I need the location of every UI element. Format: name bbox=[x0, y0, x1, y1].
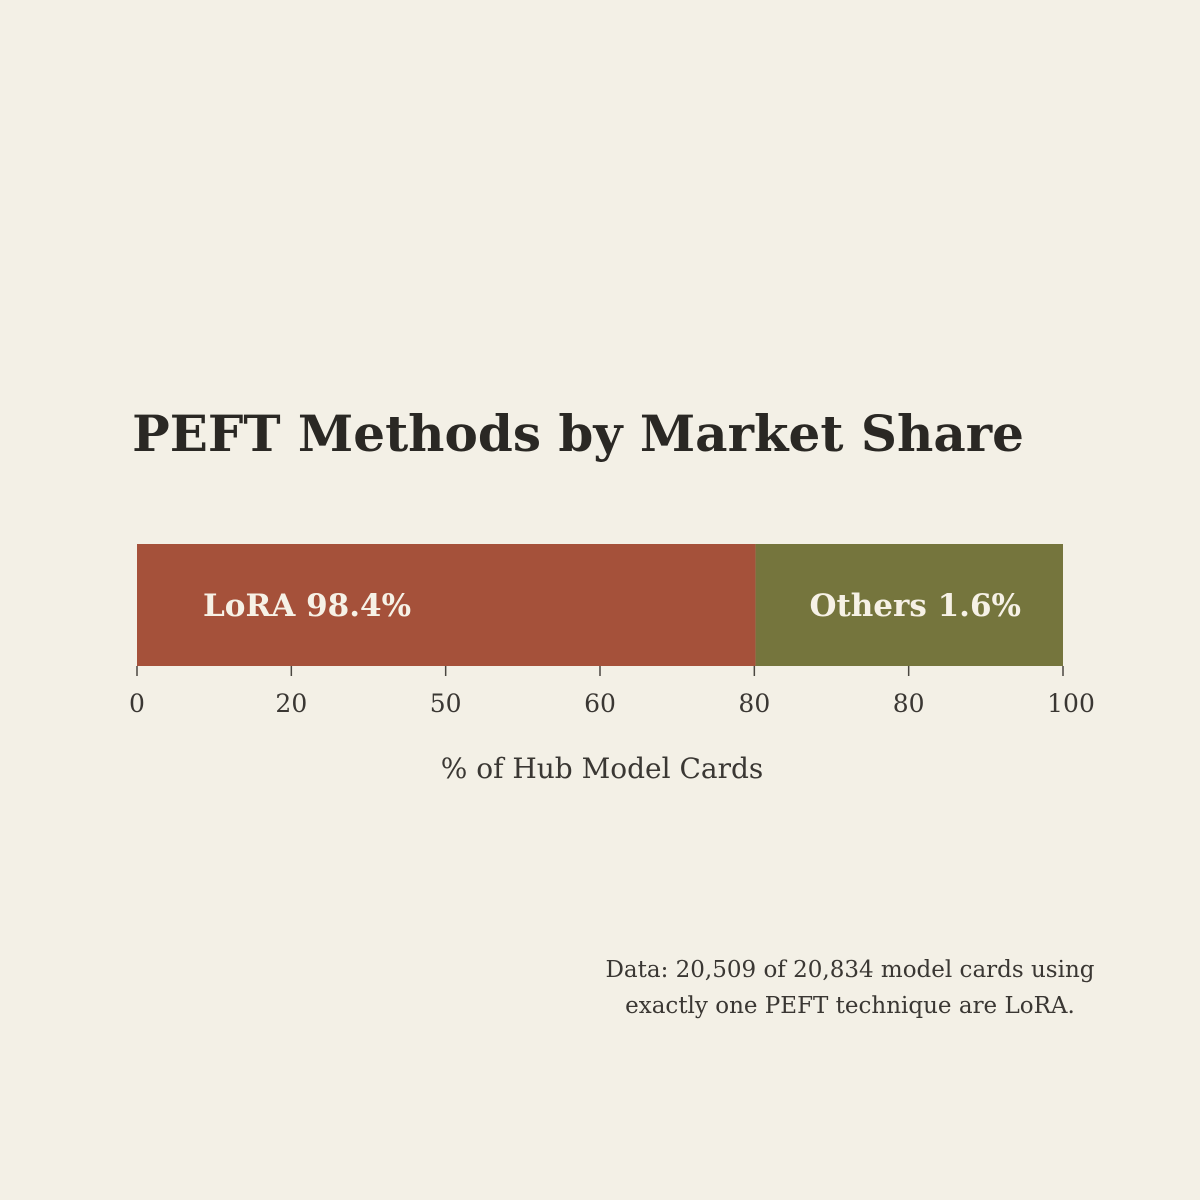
stacked-bar: LoRA 98.4% Others 1.6% bbox=[137, 544, 1063, 666]
x-tick-label: 20 bbox=[275, 689, 307, 718]
x-tick-label: 80 bbox=[893, 689, 925, 718]
bar-label-lora: LoRA 98.4% bbox=[203, 588, 411, 624]
x-tick-label: 80 bbox=[738, 689, 770, 718]
note-line-1: Data: 20,509 of 20,834 model cards using bbox=[605, 957, 1095, 983]
x-tick-label: 60 bbox=[584, 689, 616, 718]
bar-segment-lora bbox=[137, 544, 756, 666]
x-tick-label: 0 bbox=[129, 689, 145, 718]
x-axis-label: % of Hub Model Cards bbox=[441, 752, 764, 785]
bar-segment-others bbox=[755, 544, 1063, 666]
note-line-2: exactly one PEFT technique are LoRA. bbox=[625, 993, 1075, 1019]
x-axis-tick-labels: 0 20 50 60 80 80 100 bbox=[129, 689, 1095, 718]
data-source-note: Data: 20,509 of 20,834 model cards using… bbox=[560, 952, 1140, 1024]
x-tick-label: 50 bbox=[430, 689, 462, 718]
x-tick-label: 100 bbox=[1047, 689, 1095, 718]
bar-label-others: Others 1.6% bbox=[809, 588, 1021, 624]
chart-title: PEFT Methods by Market Share bbox=[132, 404, 1024, 463]
x-axis-ticks bbox=[136, 666, 1064, 676]
